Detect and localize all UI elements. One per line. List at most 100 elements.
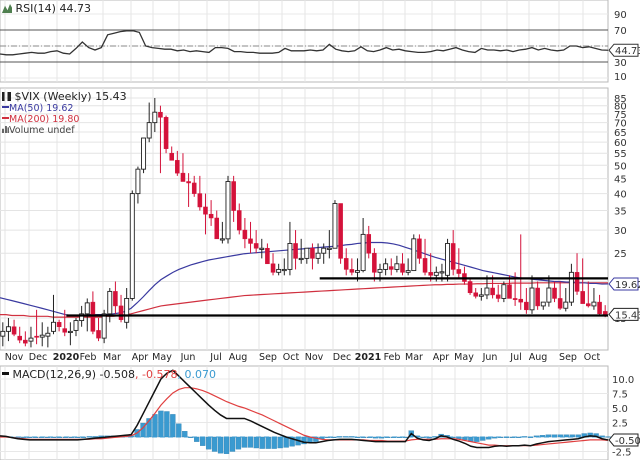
price-y-tick: 45 — [614, 175, 627, 186]
candle — [394, 255, 400, 273]
candle — [231, 175, 236, 222]
candle — [158, 105, 163, 174]
ma50-label: MA(50) 19.62 — [9, 103, 74, 114]
candle — [349, 258, 355, 276]
candle — [326, 230, 332, 259]
hist-sep: , — [177, 368, 185, 381]
candle — [586, 281, 591, 308]
candle — [51, 294, 56, 335]
candle — [11, 319, 17, 337]
candle — [495, 284, 501, 303]
rsi-icon — [2, 4, 12, 13]
macd-y-tick: 7.5 — [612, 390, 628, 401]
price-y-tick: 55 — [614, 149, 627, 160]
candle — [186, 173, 191, 207]
candle — [203, 193, 208, 235]
candle — [169, 146, 174, 161]
candle — [56, 319, 62, 332]
price-y-tick: 25 — [614, 249, 627, 260]
candle — [304, 247, 310, 264]
candle — [529, 275, 535, 314]
candle — [191, 175, 197, 197]
candle — [580, 258, 585, 304]
ma50-swatch-icon — [2, 106, 9, 108]
ma200-swatch-icon — [2, 117, 9, 119]
x-axis-label: Dec — [29, 352, 47, 363]
x-axis-label: Apr — [132, 352, 149, 363]
x-axis-label: Nov — [5, 352, 24, 363]
x-axis-label: Mar — [103, 352, 121, 363]
rsi-panel — [0, 29, 609, 63]
candle — [518, 234, 524, 310]
candle — [39, 322, 45, 347]
volume-bars-icon — [2, 126, 9, 133]
price-panel — [0, 98, 609, 348]
candle — [540, 301, 546, 310]
x-axis-label: 2021 — [355, 352, 381, 363]
signal-value: -0.578 — [142, 368, 178, 381]
x-axis-label: May — [152, 352, 172, 363]
candle — [152, 98, 158, 133]
candle — [467, 278, 473, 295]
candle — [552, 281, 557, 303]
candle — [253, 230, 259, 254]
candle — [17, 326, 22, 344]
price-legend: $VIX (Weekly) 15.43 MA(50) 19.62 MA(200)… — [2, 91, 127, 136]
candle — [405, 258, 411, 276]
candle — [23, 331, 28, 347]
candle — [501, 281, 507, 303]
rsi-value-tag: 44.73 — [608, 43, 640, 57]
macd-y-tick: -2.5 — [612, 448, 632, 459]
price-y-tick: 85 — [614, 94, 627, 105]
candle — [5, 318, 11, 342]
candle — [96, 318, 101, 342]
price-y-tick: 80 — [614, 102, 627, 113]
svg-text:-0.508: -0.508 — [615, 436, 640, 447]
candle — [450, 230, 456, 276]
macd-value: -0.508 — [99, 368, 136, 381]
macd-legend: MACD(12,26,9) -0.508, -0.578, 0.070 — [2, 369, 216, 381]
candle — [388, 258, 394, 276]
volume-label: Volume undef — [9, 125, 75, 136]
candle — [265, 243, 270, 265]
candle — [383, 258, 389, 276]
rsi-y-tick: 90 — [614, 10, 627, 21]
candle — [197, 175, 203, 211]
candle — [422, 238, 428, 276]
candle — [175, 150, 180, 176]
x-axis-label: Sep — [259, 352, 277, 363]
candle — [546, 275, 552, 307]
svg-text:15.43: 15.43 — [615, 310, 640, 321]
candle — [67, 322, 73, 346]
x-axis-label: Jun — [482, 352, 498, 363]
x-axis-label: Mar — [405, 352, 423, 363]
candle — [366, 225, 372, 259]
macd-swatch-icon — [2, 372, 9, 375]
svg-text:19.62: 19.62 — [615, 280, 640, 291]
candle — [270, 253, 276, 276]
candle — [315, 243, 321, 264]
x-axis-label: Dec — [333, 352, 351, 363]
candle — [287, 221, 293, 276]
candle — [535, 281, 540, 310]
x-axis-label: Nov — [305, 352, 324, 363]
x-axis-label: Oct — [283, 352, 300, 363]
candle — [219, 221, 225, 244]
grid-lines — [0, 0, 609, 460]
price-y-tick: 30 — [614, 226, 627, 237]
rsi-y-tick: 70 — [614, 26, 627, 37]
x-axis-label: Feb — [80, 352, 97, 363]
candle — [411, 234, 417, 272]
candle — [524, 288, 529, 314]
macd-label: MACD(12,26,9) — [12, 368, 97, 381]
ma200-label: MA(200) 19.80 — [9, 114, 80, 125]
histogram-value: 0.070 — [184, 368, 216, 381]
x-axis-label: Jul — [509, 352, 521, 363]
x-axis-label: Aug — [529, 352, 548, 363]
candle — [45, 326, 51, 348]
rsi-y-tick: 30 — [614, 58, 627, 69]
candle — [113, 281, 118, 314]
candle — [124, 288, 130, 329]
x-axis-label: 2020 — [53, 352, 80, 363]
candle — [248, 221, 253, 254]
